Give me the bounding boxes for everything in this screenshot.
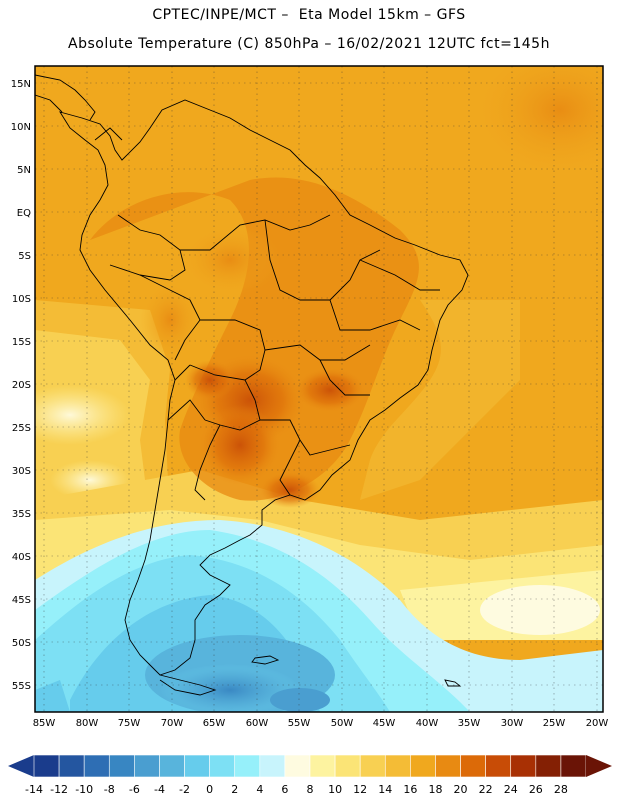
colorbar-label: 4 <box>256 783 263 796</box>
lon-tick-label: 85W <box>33 718 56 729</box>
coastlines <box>35 74 469 696</box>
colorbar-cell <box>159 754 185 778</box>
colorbar-label: 24 <box>504 783 518 796</box>
colorbar-label: -4 <box>154 783 165 796</box>
colorbar-cell <box>259 754 286 778</box>
colorbar-label: 14 <box>378 783 392 796</box>
colorbar-label: 2 <box>231 783 238 796</box>
colorbar-label: 0 <box>206 783 213 796</box>
map-subtitle: Absolute Temperature (C) 850hPa – 16/02/… <box>68 36 550 52</box>
lon-tick-label: 35W <box>458 718 481 729</box>
colorbar-cell <box>359 754 386 778</box>
lon-tick-label: 65W <box>203 718 226 729</box>
colorbar-cell <box>309 754 336 778</box>
lat-tick-label: 45S <box>12 595 31 606</box>
lon-tick-label: 40W <box>416 718 439 729</box>
colorbar-label: -10 <box>75 783 93 796</box>
colorbar-cell <box>435 754 461 778</box>
lon-tick-label: 45W <box>373 718 396 729</box>
lat-tick-label: 55S <box>12 681 31 692</box>
colorbar-cell <box>234 754 261 778</box>
lat-tick-label: 20S <box>12 380 31 391</box>
colorbar-label: 18 <box>428 783 442 796</box>
colorbar-label: -12 <box>50 783 68 796</box>
colorbar-label: -6 <box>129 783 140 796</box>
colorbar-cell <box>384 754 411 778</box>
colorbar-cell <box>334 754 361 778</box>
colorbar-label: 26 <box>529 783 543 796</box>
map-frame <box>34 65 604 713</box>
lat-tick-label: 15S <box>12 337 31 348</box>
colorbar-cell <box>134 754 160 778</box>
colorbar-cell <box>284 754 311 778</box>
lat-tick-label: EQ <box>17 208 31 219</box>
colorbar-label: 6 <box>281 783 288 796</box>
lon-tick-label: 80W <box>76 718 99 729</box>
colorbar-cell <box>460 754 486 778</box>
lon-tick-label: 25W <box>543 718 566 729</box>
lon-tick-label: 55W <box>288 718 311 729</box>
colorbar-cell <box>510 754 537 778</box>
lat-tick-label: 30S <box>12 466 31 477</box>
lat-tick-label: 35S <box>12 509 31 520</box>
colorbar: -14 -12 -10 -8 -6 -4 -2 0 2 4 6 8 10 12 14 16 18 20 22 24 26… <box>8 754 612 796</box>
colorbar-label: 12 <box>353 783 367 796</box>
colorbar-label: 8 <box>307 783 314 796</box>
colorbar-cell <box>410 754 436 778</box>
colorbar-high-triangle <box>586 755 612 777</box>
grid-lines <box>35 66 603 712</box>
colorbar-cell <box>108 754 135 778</box>
lat-tick-label: 50S <box>12 638 31 649</box>
colorbar-cell <box>33 754 60 778</box>
map-title: CPTEC/INPE/MCT – Eta Model 15km – GFS <box>152 7 466 23</box>
lon-tick-label: 60W <box>246 718 269 729</box>
longitude-ticks: 85W 80W 75W 70W 65W 60W 55W 50W 45W 40W … <box>33 718 609 729</box>
colorbar-cell <box>560 754 587 778</box>
colorbar-label: 10 <box>328 783 342 796</box>
lon-tick-label: 20W <box>586 718 609 729</box>
lat-tick-label: 10N <box>11 122 31 133</box>
lat-tick-label: 5S <box>18 251 31 262</box>
colorbar-label: 28 <box>554 783 568 796</box>
lat-tick-label: 15N <box>11 79 31 90</box>
lon-tick-label: 75W <box>118 718 141 729</box>
lon-tick-label: 50W <box>331 718 354 729</box>
colorbar-cell <box>83 754 110 778</box>
colorbar-label: -2 <box>179 783 190 796</box>
colorbar-label: -8 <box>104 783 115 796</box>
colorbar-label: 22 <box>479 783 493 796</box>
colorbar-label: 20 <box>454 783 468 796</box>
lat-tick-label: 5N <box>17 165 31 176</box>
colorbar-cell <box>58 754 85 778</box>
latitude-ticks: 15N 10N 5N EQ 5S 10S 15S 20S 25S 30S 35S… <box>11 79 31 692</box>
lon-tick-label: 30W <box>501 718 524 729</box>
colorbar-cell <box>535 754 562 778</box>
colorbar-label: 16 <box>403 783 417 796</box>
colorbar-cell <box>209 754 236 778</box>
colorbar-label: -14 <box>25 783 43 796</box>
colorbar-low-triangle <box>8 755 34 777</box>
lon-tick-label: 70W <box>161 718 184 729</box>
lat-tick-label: 40S <box>12 552 31 563</box>
lat-tick-label: 25S <box>12 423 31 434</box>
lat-tick-label: 10S <box>12 294 31 305</box>
colorbar-cell <box>485 754 512 778</box>
temperature-field <box>35 66 603 712</box>
colorbar-cell <box>184 754 210 778</box>
